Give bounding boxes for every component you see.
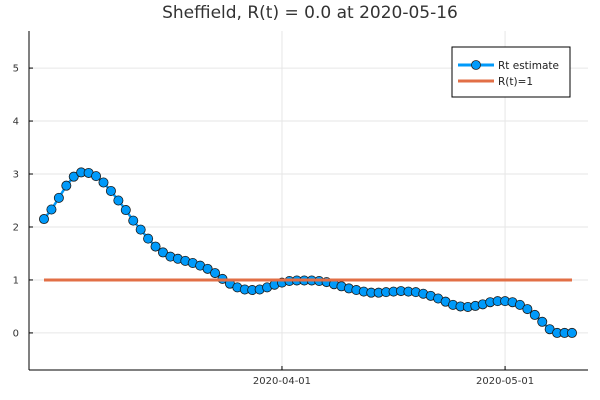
legend-box xyxy=(451,46,571,98)
y-tick-label: 4 xyxy=(13,117,19,128)
data-point-rt-estimate xyxy=(105,185,116,196)
data-point-rt-estimate xyxy=(68,171,79,182)
x-tick-label: 2020-05-01 xyxy=(476,376,534,387)
data-point-rt-estimate xyxy=(514,299,525,310)
data-point-rt-estimate xyxy=(91,171,102,182)
data-point-rt-estimate xyxy=(202,263,213,274)
data-point-rt-estimate xyxy=(39,214,50,225)
y-tick-label: 0 xyxy=(13,328,19,339)
y-tick-label: 1 xyxy=(13,275,19,286)
y-tick-label: 5 xyxy=(13,64,19,75)
axis-layer: 0 1 2 3 4 5 2020-04-01 2020-05-01 xyxy=(13,31,588,387)
data-point-rt-estimate xyxy=(53,192,64,203)
x-tick-label: 2020-04-01 xyxy=(253,376,311,387)
legend-marker-rt-estimate xyxy=(471,60,481,70)
data-point-rt-estimate xyxy=(46,204,57,215)
data-point-rt-estimate xyxy=(529,309,540,320)
legend-label-r-equals-1: R(t)=1 xyxy=(498,76,533,88)
data-point-rt-estimate xyxy=(113,195,124,206)
data-point-rt-estimate xyxy=(210,268,221,279)
data-point-rt-estimate xyxy=(61,180,72,191)
legend-label-rt-estimate: Rt estimate xyxy=(498,60,559,72)
y-tick-label: 3 xyxy=(13,170,19,181)
data-point-rt-estimate xyxy=(128,215,139,226)
chart-title: Sheffield, R(t) = 0.0 at 2020-05-16 xyxy=(162,3,458,23)
data-point-rt-estimate xyxy=(98,177,109,188)
data-point-rt-estimate xyxy=(150,241,161,252)
data-point-rt-estimate xyxy=(567,327,578,338)
series-line-rt-estimate xyxy=(43,171,572,335)
data-point-rt-estimate xyxy=(135,224,146,235)
data-point-rt-estimate xyxy=(143,233,154,244)
data-point-rt-estimate xyxy=(120,205,131,216)
data-point-rt-estimate xyxy=(522,304,533,315)
series-layer xyxy=(39,167,578,338)
legend: Rt estimate R(t)=1 xyxy=(451,46,571,98)
data-point-rt-estimate xyxy=(157,247,168,258)
data-point-rt-estimate xyxy=(537,316,548,327)
y-tick-label: 2 xyxy=(13,222,19,233)
